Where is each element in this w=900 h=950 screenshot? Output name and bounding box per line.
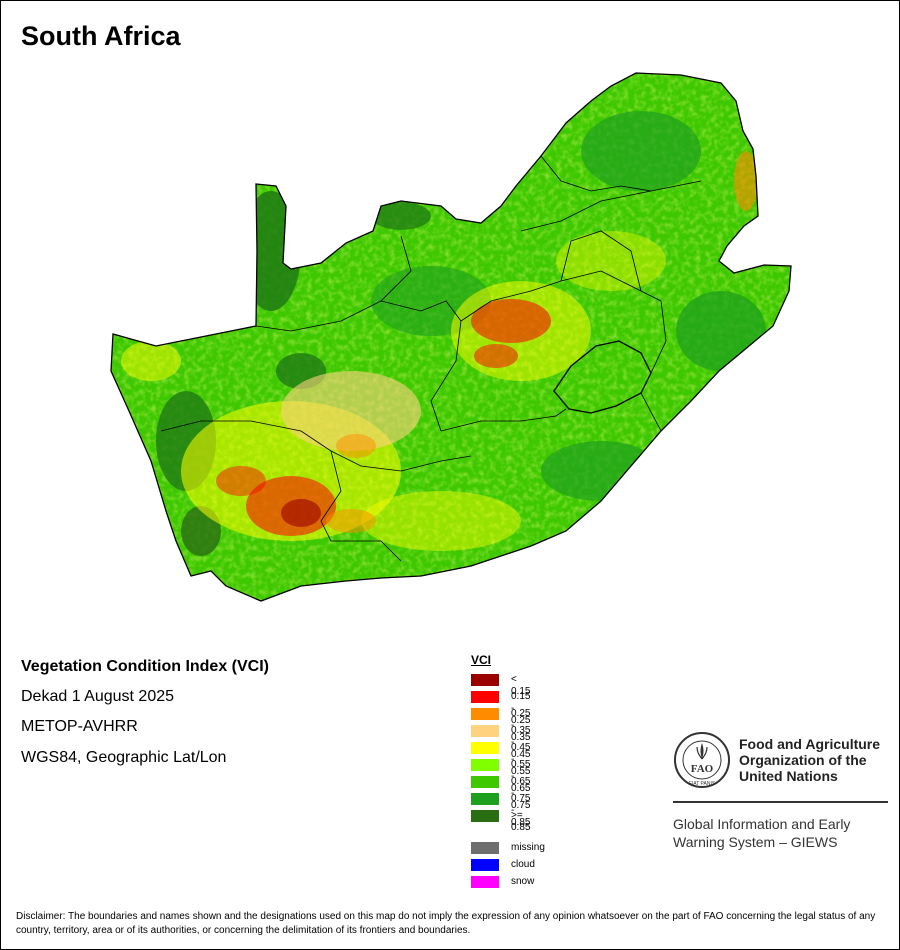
legend-swatch (471, 742, 499, 754)
legend-label: 0.45 - 0.55 (511, 742, 531, 777)
vci-raster (111, 73, 791, 601)
fao-logo-icon: FAO FIAT PANIS (674, 732, 730, 788)
legend-label: 0.35 - 0.45 (511, 725, 531, 760)
legend-label: cloud (511, 859, 535, 870)
legend-swatch (471, 691, 499, 703)
legend-swatch (471, 708, 499, 720)
legend-class-list: < 0.15 0.15 - 0.25 0.25 - 0.35 0.35 - 0.… (471, 672, 530, 833)
map-title: South Africa (21, 21, 181, 51)
province-boundaries (160, 155, 702, 562)
dekad-label: Dekad 1 August 2025 (21, 688, 175, 705)
giews-line: Global Information and Early (673, 816, 851, 832)
legend-row: missing (471, 840, 545, 857)
legend-swatch (471, 859, 499, 871)
legend-row: < 0.15 (471, 672, 530, 697)
legend-swatch (471, 674, 499, 686)
legend-row: >= 0.85 (471, 808, 530, 833)
legend-swatch (471, 842, 499, 854)
legend-row: 0.35 - 0.45 (471, 723, 530, 760)
legend-row: 0.45 - 0.55 (471, 740, 530, 777)
fao-name: Food and Agriculture Organization of the… (739, 736, 899, 784)
giews-name: Global Information and Early Warning Sys… (673, 815, 888, 851)
legend-label: snow (511, 876, 535, 887)
legend-row: 0.55 - 0.65 (471, 757, 530, 794)
legend-swatch (471, 793, 499, 805)
legend-label: < 0.15 (511, 674, 531, 697)
legend-label: 0.25 - 0.35 (511, 708, 531, 743)
legend-row: 0.65 - 0.75 (471, 774, 530, 811)
legend-special-list: missing cloud snow (471, 840, 545, 891)
disclaimer: Disclaimer: The boundaries and names sho… (16, 911, 876, 936)
legend-label: 0.55 - 0.65 (511, 759, 531, 794)
legend-label: 0.75 - 0.85 (511, 793, 531, 828)
legend-label: missing (511, 842, 545, 853)
index-title: Vegetation Condition Index (VCI) (21, 658, 269, 675)
fao-logo-text: FAO (691, 763, 714, 775)
legend-row: 0.25 - 0.35 (471, 706, 530, 743)
legend-swatch (471, 810, 499, 822)
legend-swatch (471, 776, 499, 788)
giews-line: Warning System – GIEWS (673, 834, 838, 850)
legend-row: cloud (471, 857, 535, 874)
legend-label: 0.65 - 0.75 (511, 776, 531, 811)
legend-row: 0.15 - 0.25 (471, 689, 530, 726)
sensor-label: METOP-AVHRR (21, 718, 138, 735)
fao-name-line: United Nations (739, 768, 838, 784)
legend: VCI < 0.15 0.15 - 0.25 0.25 - 0.35 0.35 … (471, 653, 545, 891)
projection-label: WGS84, Geographic Lat/Lon (21, 749, 227, 766)
fao-logo-motto: FIAT PANIS (689, 781, 716, 787)
legend-swatch (471, 725, 499, 737)
legend-label: 0.15 - 0.25 (511, 691, 531, 726)
legend-swatch (471, 759, 499, 771)
legend-label: >= 0.85 (511, 810, 531, 833)
legend-row: 0.75 - 0.85 (471, 791, 530, 828)
vci-map (110, 72, 792, 602)
legend-swatch (471, 876, 499, 888)
legend-row: snow (471, 874, 534, 891)
fao-divider (673, 801, 888, 803)
fao-name-line: Organization of the (739, 752, 867, 768)
legend-title: VCI (471, 653, 492, 667)
fao-name-line: Food and Agriculture (739, 736, 881, 752)
